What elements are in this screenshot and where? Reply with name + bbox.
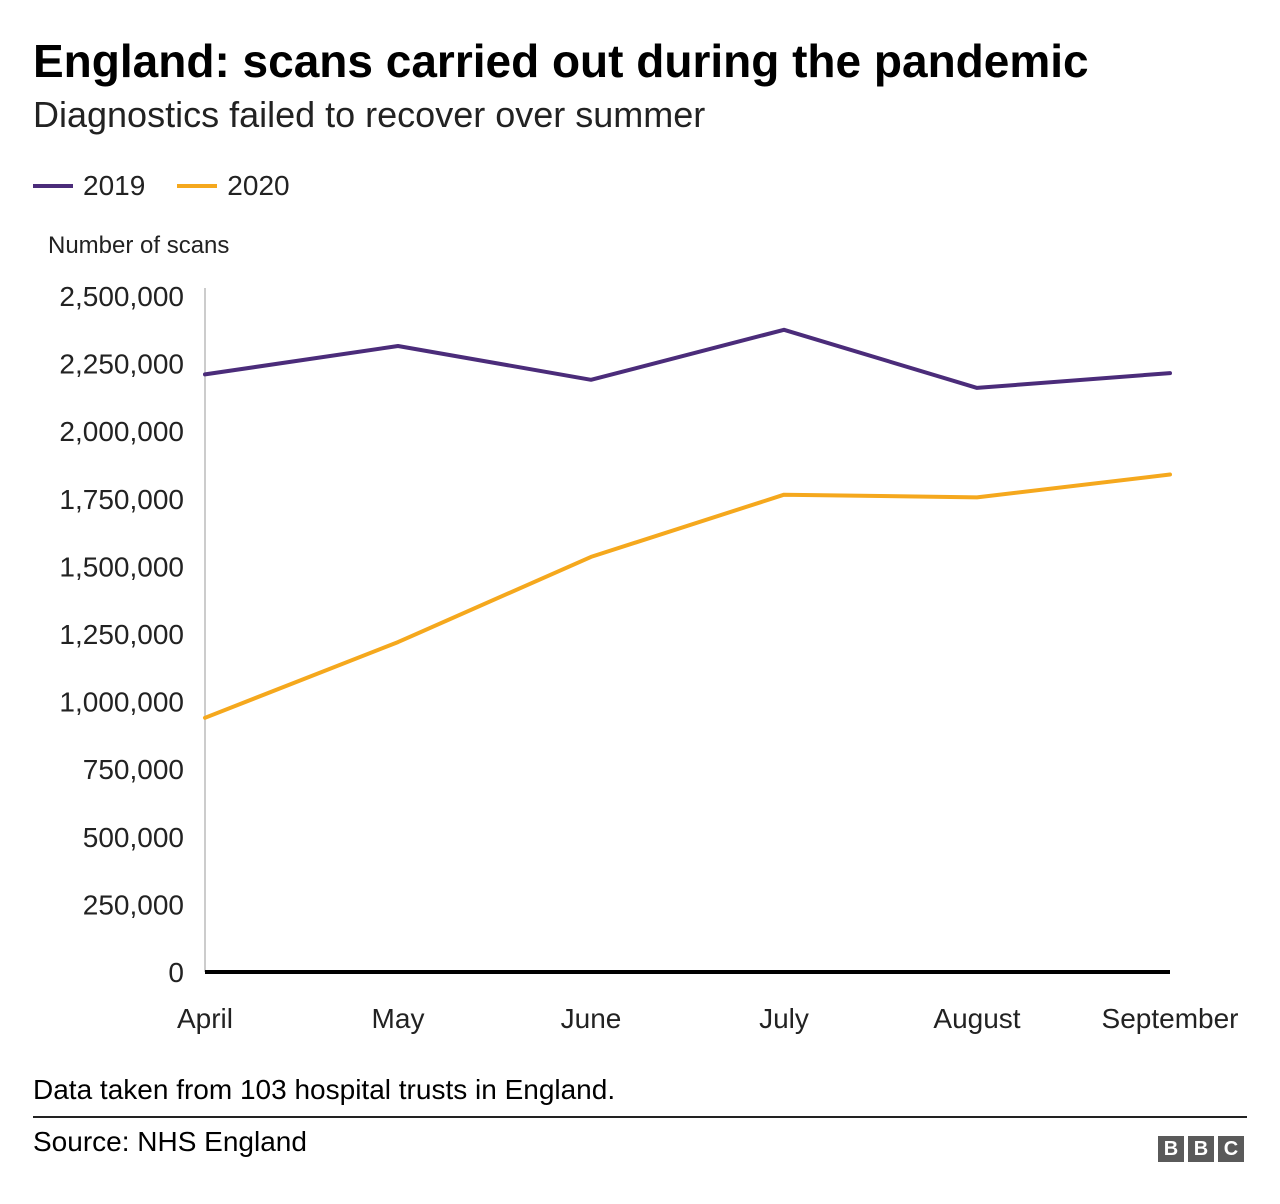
x-tick-label: June <box>561 1003 622 1034</box>
legend-item-2019: 2019 <box>33 170 145 202</box>
x-tick-label: August <box>933 1003 1020 1034</box>
legend-swatch-2019 <box>33 184 73 188</box>
y-tick-label: 1,250,000 <box>59 619 184 650</box>
y-tick-label: 2,250,000 <box>59 349 184 380</box>
y-axis-label: Number of scans <box>48 232 230 259</box>
y-tick-label: 1,500,000 <box>59 551 184 582</box>
footer-divider <box>33 1116 1247 1118</box>
series-line-2019 <box>203 327 1172 390</box>
legend-label-2020: 2020 <box>227 170 290 201</box>
y-tick-label: 500,000 <box>83 822 184 853</box>
source-text: Source: NHS England <box>33 1126 307 1157</box>
x-tick-label: July <box>759 1003 809 1034</box>
bbc-logo-letter: B <box>1188 1136 1214 1162</box>
y-tick-label: 2,500,000 <box>59 281 184 312</box>
y-tick-label: 1,000,000 <box>59 687 184 718</box>
legend-swatch-2020 <box>177 184 218 188</box>
chart-title: England: scans carried out during the pa… <box>33 35 1089 87</box>
line-chart: 0 250,000 500,000 750,000 1,000,000 1,250,000… <box>59 281 1239 1034</box>
x-tick-label: September <box>1102 1003 1239 1034</box>
bbc-logo: B B C <box>1158 1136 1244 1162</box>
legend-label-2019: 2019 <box>83 170 146 201</box>
x-tick-label: May <box>372 1003 425 1034</box>
series-line-2020 <box>203 472 1172 720</box>
y-tick-label: 0 <box>168 957 184 988</box>
legend-item-2020: 2020 <box>177 170 290 202</box>
y-tick-label: 250,000 <box>83 889 184 920</box>
chart-subtitle: Diagnostics failed to recover over summe… <box>33 94 706 135</box>
x-tick-label: April <box>177 1003 233 1034</box>
chart-legend: 2019 2020 <box>33 166 322 206</box>
y-tick-label: 1,750,000 <box>59 484 184 515</box>
bbc-logo-letter: B <box>1158 1136 1184 1162</box>
bbc-logo-letter: C <box>1218 1136 1244 1162</box>
y-tick-label: 2,000,000 <box>59 416 184 447</box>
footnote: Data taken from 103 hospital trusts in E… <box>33 1074 616 1105</box>
y-tick-label: 750,000 <box>83 754 184 785</box>
